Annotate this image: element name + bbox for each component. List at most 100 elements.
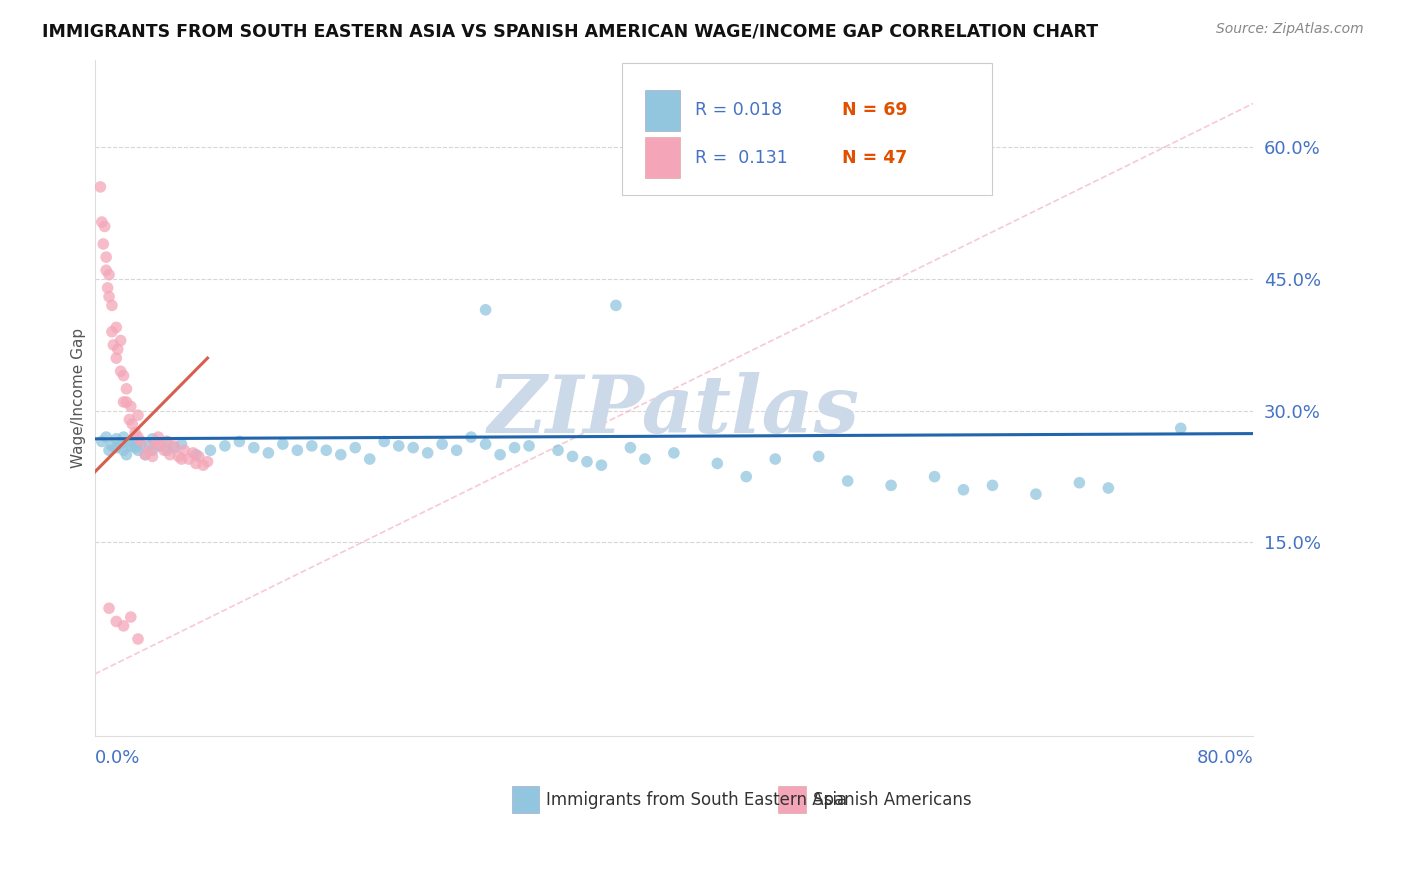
Text: ZIPatlas: ZIPatlas [488, 372, 860, 450]
Point [91, 236, 114, 251]
Point [517, 439, 540, 453]
Point [173, 443, 195, 458]
Point [184, 448, 207, 462]
Point [110, 437, 132, 451]
Point [489, 448, 512, 462]
Point [197, 455, 219, 469]
Point [952, 483, 974, 497]
Point [127, 434, 149, 449]
FancyBboxPatch shape [512, 786, 540, 814]
Point [243, 441, 266, 455]
Point [547, 443, 569, 458]
Point [1025, 487, 1047, 501]
Point [149, 439, 172, 453]
FancyBboxPatch shape [645, 137, 679, 178]
Point [662, 446, 685, 460]
Text: N = 69: N = 69 [842, 102, 907, 120]
Y-axis label: Wage/Income Gap: Wage/Income Gap [72, 327, 86, 467]
Point [575, 455, 598, 469]
Point [880, 478, 903, 492]
Point [924, 469, 946, 483]
Point [187, 450, 209, 464]
Text: Source: ZipAtlas.com: Source: ZipAtlas.com [1216, 22, 1364, 37]
Point [474, 437, 496, 451]
Point [141, 443, 163, 458]
Point [105, 615, 128, 629]
Point [120, 434, 142, 449]
Point [90, 215, 112, 229]
Point [101, 439, 124, 453]
Point [167, 450, 190, 464]
Point [121, 417, 143, 431]
Point [112, 619, 135, 633]
Point [474, 302, 496, 317]
Point [329, 448, 352, 462]
Point [163, 439, 186, 453]
Point [118, 412, 141, 426]
Point [214, 439, 236, 453]
Point [115, 448, 138, 462]
Point [112, 395, 135, 409]
Point [120, 439, 142, 453]
Point [145, 434, 167, 449]
Point [163, 441, 186, 455]
Point [153, 443, 176, 458]
Point [446, 443, 468, 458]
Point [148, 430, 170, 444]
Point [156, 434, 179, 449]
Point [344, 441, 367, 455]
Point [156, 443, 179, 458]
Point [184, 457, 207, 471]
Point [103, 338, 125, 352]
Point [1170, 421, 1192, 435]
Text: R =  0.131: R = 0.131 [695, 149, 787, 167]
Point [359, 452, 381, 467]
Point [591, 458, 613, 473]
Point [416, 446, 439, 460]
Point [134, 448, 156, 462]
Point [110, 334, 132, 348]
Point [271, 437, 294, 451]
Point [735, 469, 758, 483]
Point [90, 434, 112, 449]
FancyBboxPatch shape [778, 786, 806, 814]
Point [141, 432, 163, 446]
Point [763, 452, 786, 467]
Point [301, 439, 323, 453]
Point [228, 434, 250, 449]
Text: 80.0%: 80.0% [1197, 748, 1253, 767]
Point [105, 432, 128, 446]
Point [127, 443, 149, 458]
Point [170, 452, 193, 467]
Point [257, 446, 280, 460]
Point [605, 298, 627, 312]
Point [503, 441, 526, 455]
Point [96, 430, 118, 444]
Text: 0.0%: 0.0% [94, 748, 141, 767]
Point [837, 474, 859, 488]
Text: IMMIGRANTS FROM SOUTH EASTERN ASIA VS SPANISH AMERICAN WAGE/INCOME GAP CORRELATI: IMMIGRANTS FROM SOUTH EASTERN ASIA VS SP… [42, 22, 1098, 40]
Text: Immigrants from South Eastern Asia: Immigrants from South Eastern Asia [547, 791, 848, 809]
Point [193, 458, 215, 473]
Point [96, 263, 118, 277]
Point [89, 180, 111, 194]
Point [134, 448, 156, 462]
Point [124, 425, 146, 440]
Point [149, 439, 172, 453]
Point [138, 443, 160, 458]
Point [120, 400, 142, 414]
Point [120, 610, 142, 624]
Point [107, 343, 129, 357]
Point [105, 351, 128, 365]
Point [706, 457, 728, 471]
Point [138, 439, 160, 453]
Point [285, 443, 308, 458]
Point [124, 441, 146, 455]
Point [170, 437, 193, 451]
Point [430, 437, 453, 451]
Point [112, 443, 135, 458]
Point [127, 430, 149, 444]
Point [98, 290, 121, 304]
Point [181, 446, 204, 460]
Point [981, 478, 1004, 492]
